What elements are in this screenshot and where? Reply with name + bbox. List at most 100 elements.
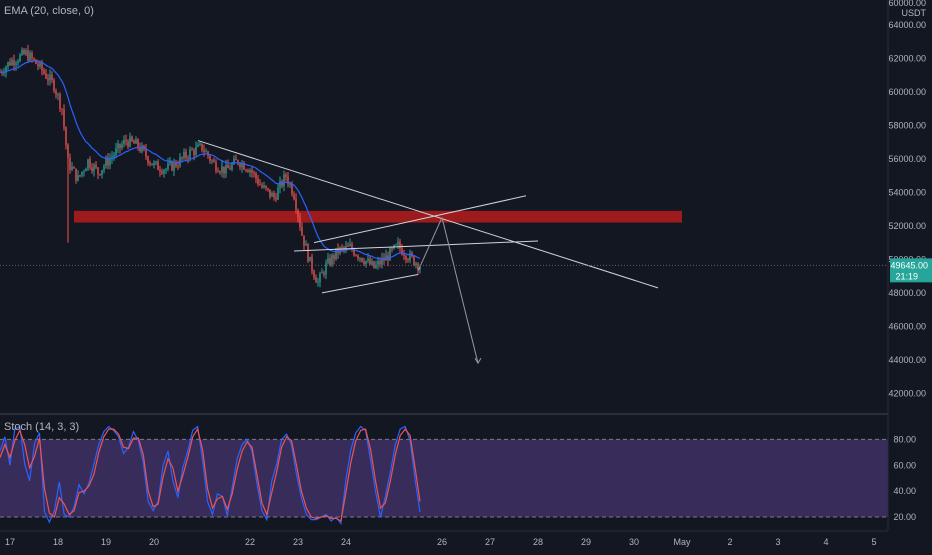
candle-body (101, 170, 103, 175)
candle-body (201, 143, 203, 151)
candle-body (257, 178, 259, 185)
candle-body (337, 248, 339, 254)
candle-body (119, 143, 121, 148)
candle-body (367, 258, 369, 261)
candle-body (305, 244, 307, 246)
candle-body (299, 217, 301, 228)
candle-body (7, 62, 9, 67)
candle-body (43, 70, 45, 74)
candle-body (125, 139, 127, 142)
time-tick-label: 22 (245, 537, 255, 547)
candle-body (389, 248, 391, 261)
candle-body (375, 264, 377, 268)
candle-body (331, 255, 333, 265)
candle-body (395, 244, 397, 246)
candle-body (237, 160, 239, 164)
price-tick-label: 46000.00 (888, 321, 926, 331)
candle-body (251, 170, 253, 173)
candle-body (141, 145, 143, 152)
candle-body (73, 167, 75, 169)
candle-body (71, 167, 73, 170)
channel-lower-line (321, 273, 419, 294)
candle-body (309, 256, 311, 262)
projection-line (417, 217, 443, 272)
price-tick-label: 60000.00 (888, 87, 926, 97)
candle-body (401, 248, 403, 255)
candle-body (243, 163, 245, 170)
candle-body (131, 136, 133, 142)
candle-body (307, 244, 309, 262)
candle-body (61, 108, 63, 110)
candle-body (117, 143, 119, 149)
candle-body (355, 255, 357, 257)
candle-body (219, 172, 221, 174)
candle-body (91, 167, 93, 172)
candle-body (173, 161, 175, 171)
time-axis[interactable]: 17 18 19 20 22 23 24 26 27 28 29 30 May 2 3 4 5 (0, 530, 888, 547)
price-tick-label: 56000.00 (888, 154, 926, 164)
candle-body (225, 164, 227, 174)
descending-trendline (197, 140, 659, 289)
stoch-tick-label: 80.00 (893, 434, 916, 444)
ema-indicator-label[interactable]: EMA (20, close, 0) (4, 5, 94, 17)
candle-body (21, 49, 23, 55)
candle-body (195, 146, 197, 155)
candle-body (353, 249, 355, 256)
candle-body (277, 187, 279, 200)
candle-body (397, 241, 399, 245)
price-tick-label: 64000.00 (888, 20, 926, 30)
candle-body (93, 164, 95, 172)
candle-body (99, 174, 101, 176)
candle-body (247, 170, 249, 173)
price-tick-label: 48000.00 (888, 288, 926, 298)
candle-body (361, 257, 363, 262)
candle-body (27, 50, 29, 61)
candle-body (301, 227, 303, 236)
candle-body (75, 168, 77, 181)
candle-body (159, 170, 161, 172)
current-price-badge (890, 258, 932, 283)
candle-body (311, 256, 313, 271)
candle-body (115, 148, 117, 155)
candle-body (123, 139, 125, 145)
candle-body (249, 170, 251, 173)
candle-body (209, 156, 211, 161)
drawings-layer (0, 140, 888, 365)
candle-body (31, 52, 33, 59)
candle-body (357, 255, 359, 259)
stoch-tick-label: 60.00 (893, 460, 916, 470)
candle-body (45, 73, 47, 79)
candle-body (415, 263, 417, 266)
candle-body (213, 160, 215, 163)
candle-body (111, 156, 113, 159)
candle-body (273, 193, 275, 198)
candle-body (283, 174, 285, 187)
stoch-band (0, 439, 888, 518)
time-tick-label: 17 (5, 537, 15, 547)
candle-body (327, 258, 329, 264)
candle-body (161, 171, 163, 174)
candle-body (287, 176, 289, 185)
stoch-indicator-label[interactable]: Stoch (14, 3, 3) (4, 421, 80, 433)
candle-body (295, 198, 297, 210)
candle-body (413, 256, 415, 266)
candle-body (223, 166, 225, 174)
candle-body (235, 158, 237, 161)
target-arrow-head (474, 357, 482, 365)
candle-body (79, 175, 81, 177)
candle-body (289, 183, 291, 185)
candle-body (317, 282, 319, 284)
candle-body (399, 241, 401, 249)
candle-body (183, 151, 185, 158)
candle-body (191, 149, 193, 151)
candle-body (57, 94, 59, 96)
price-axis-top-label: 60000.00 (888, 0, 926, 8)
candle-body (105, 158, 107, 167)
time-tick-label: 27 (485, 537, 495, 547)
candle-body (325, 263, 327, 275)
candle-body (51, 74, 53, 80)
candle-body (231, 164, 233, 170)
resistance-zone-layer (74, 210, 682, 223)
